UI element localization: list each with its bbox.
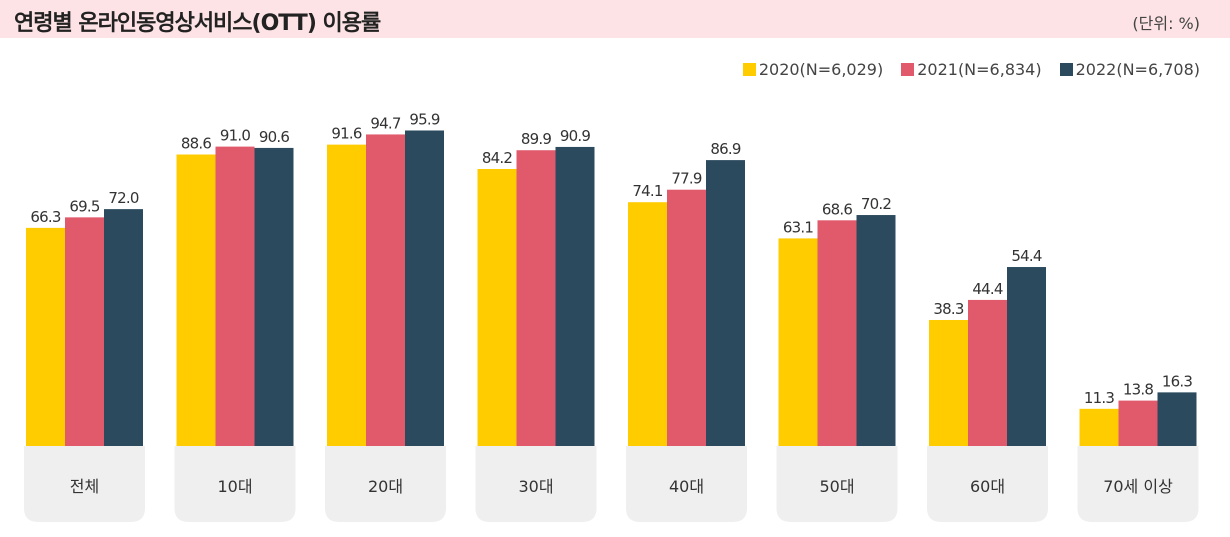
legend-item-2020: 2020(N=6,029) xyxy=(742,60,884,79)
data-label: 74.1 xyxy=(632,182,662,200)
category-label: 50대 xyxy=(819,477,854,496)
data-label: 11.3 xyxy=(1084,389,1114,407)
bar xyxy=(176,154,216,447)
data-label: 66.3 xyxy=(30,208,60,226)
bar xyxy=(366,134,405,446)
data-label: 90.9 xyxy=(560,127,590,145)
category-label: 40대 xyxy=(669,477,704,496)
bar xyxy=(778,238,818,446)
bar xyxy=(516,150,556,446)
category-pill xyxy=(325,446,446,522)
category-label: 10대 xyxy=(217,477,252,496)
bar xyxy=(477,168,517,446)
bar xyxy=(968,299,1007,446)
data-label: 86.9 xyxy=(710,140,740,158)
legend-swatch xyxy=(901,63,915,76)
category-pill xyxy=(626,446,747,522)
unit-label: (단위: %) xyxy=(1132,14,1200,33)
category-label: 30대 xyxy=(518,477,553,496)
bar xyxy=(856,215,896,446)
bar xyxy=(706,160,745,446)
legend-item-2022: 2022(N=6,708) xyxy=(1059,60,1200,79)
bar xyxy=(65,217,104,446)
bar xyxy=(405,130,444,446)
bar xyxy=(555,146,595,446)
data-label: 84.2 xyxy=(482,149,512,167)
legend: 2020(N=6,029) 2021(N=6,834) 2022(N=6,708… xyxy=(742,60,1200,79)
data-label: 77.9 xyxy=(671,170,701,188)
data-label: 90.6 xyxy=(259,128,289,146)
data-label: 91.0 xyxy=(220,127,250,145)
legend-item-2021: 2021(N=6,834) xyxy=(901,60,1042,79)
category-pill xyxy=(174,446,296,522)
bar xyxy=(929,319,968,446)
category-label: 60대 xyxy=(970,477,1005,496)
data-label: 88.6 xyxy=(181,135,211,153)
data-label: 91.6 xyxy=(331,125,361,143)
legend-label: 2020(N=6,029) xyxy=(758,60,884,79)
bar xyxy=(215,146,255,447)
data-label: 68.6 xyxy=(822,200,852,218)
bar xyxy=(1007,267,1046,446)
data-label: 63.1 xyxy=(783,218,813,236)
category-pill xyxy=(776,446,898,522)
category-label: 70세 이상 xyxy=(1103,477,1173,496)
bar xyxy=(1118,400,1158,446)
category-label: 전체 xyxy=(70,477,99,496)
data-label: 95.9 xyxy=(409,110,439,128)
data-label: 69.5 xyxy=(69,197,99,215)
data-label: 72.0 xyxy=(108,189,138,207)
data-label: 94.7 xyxy=(370,114,400,132)
category-pill xyxy=(24,446,145,522)
category-pill xyxy=(475,446,597,522)
chart-title: 연령별 온라인동영상서비스(OTT) 이용률 xyxy=(14,11,381,36)
bar xyxy=(667,189,706,447)
legend-label: 2022(N=6,708) xyxy=(1075,60,1200,79)
data-label: 54.4 xyxy=(1011,247,1041,265)
bar xyxy=(817,220,857,446)
data-label: 38.3 xyxy=(933,300,963,318)
legend-swatch xyxy=(742,63,756,76)
category-pill xyxy=(1077,446,1199,522)
legend-label: 2021(N=6,834) xyxy=(917,60,1042,79)
title-band: 연령별 온라인동영상서비스(OTT) 이용률 (단위: %) xyxy=(0,0,1230,38)
legend-swatch xyxy=(1059,63,1073,76)
data-label: 70.2 xyxy=(861,195,891,213)
category-pill xyxy=(927,446,1048,522)
data-label: 44.4 xyxy=(972,280,1002,298)
data-label: 16.3 xyxy=(1162,372,1192,390)
category-label: 20대 xyxy=(368,477,403,496)
bar xyxy=(1157,392,1197,446)
bar xyxy=(104,209,143,446)
bar xyxy=(1079,408,1119,446)
bar xyxy=(327,144,366,447)
data-label: 13.8 xyxy=(1123,381,1153,399)
bar xyxy=(26,227,65,446)
bar xyxy=(628,202,667,446)
bar xyxy=(254,147,294,446)
data-label: 89.9 xyxy=(521,130,551,148)
